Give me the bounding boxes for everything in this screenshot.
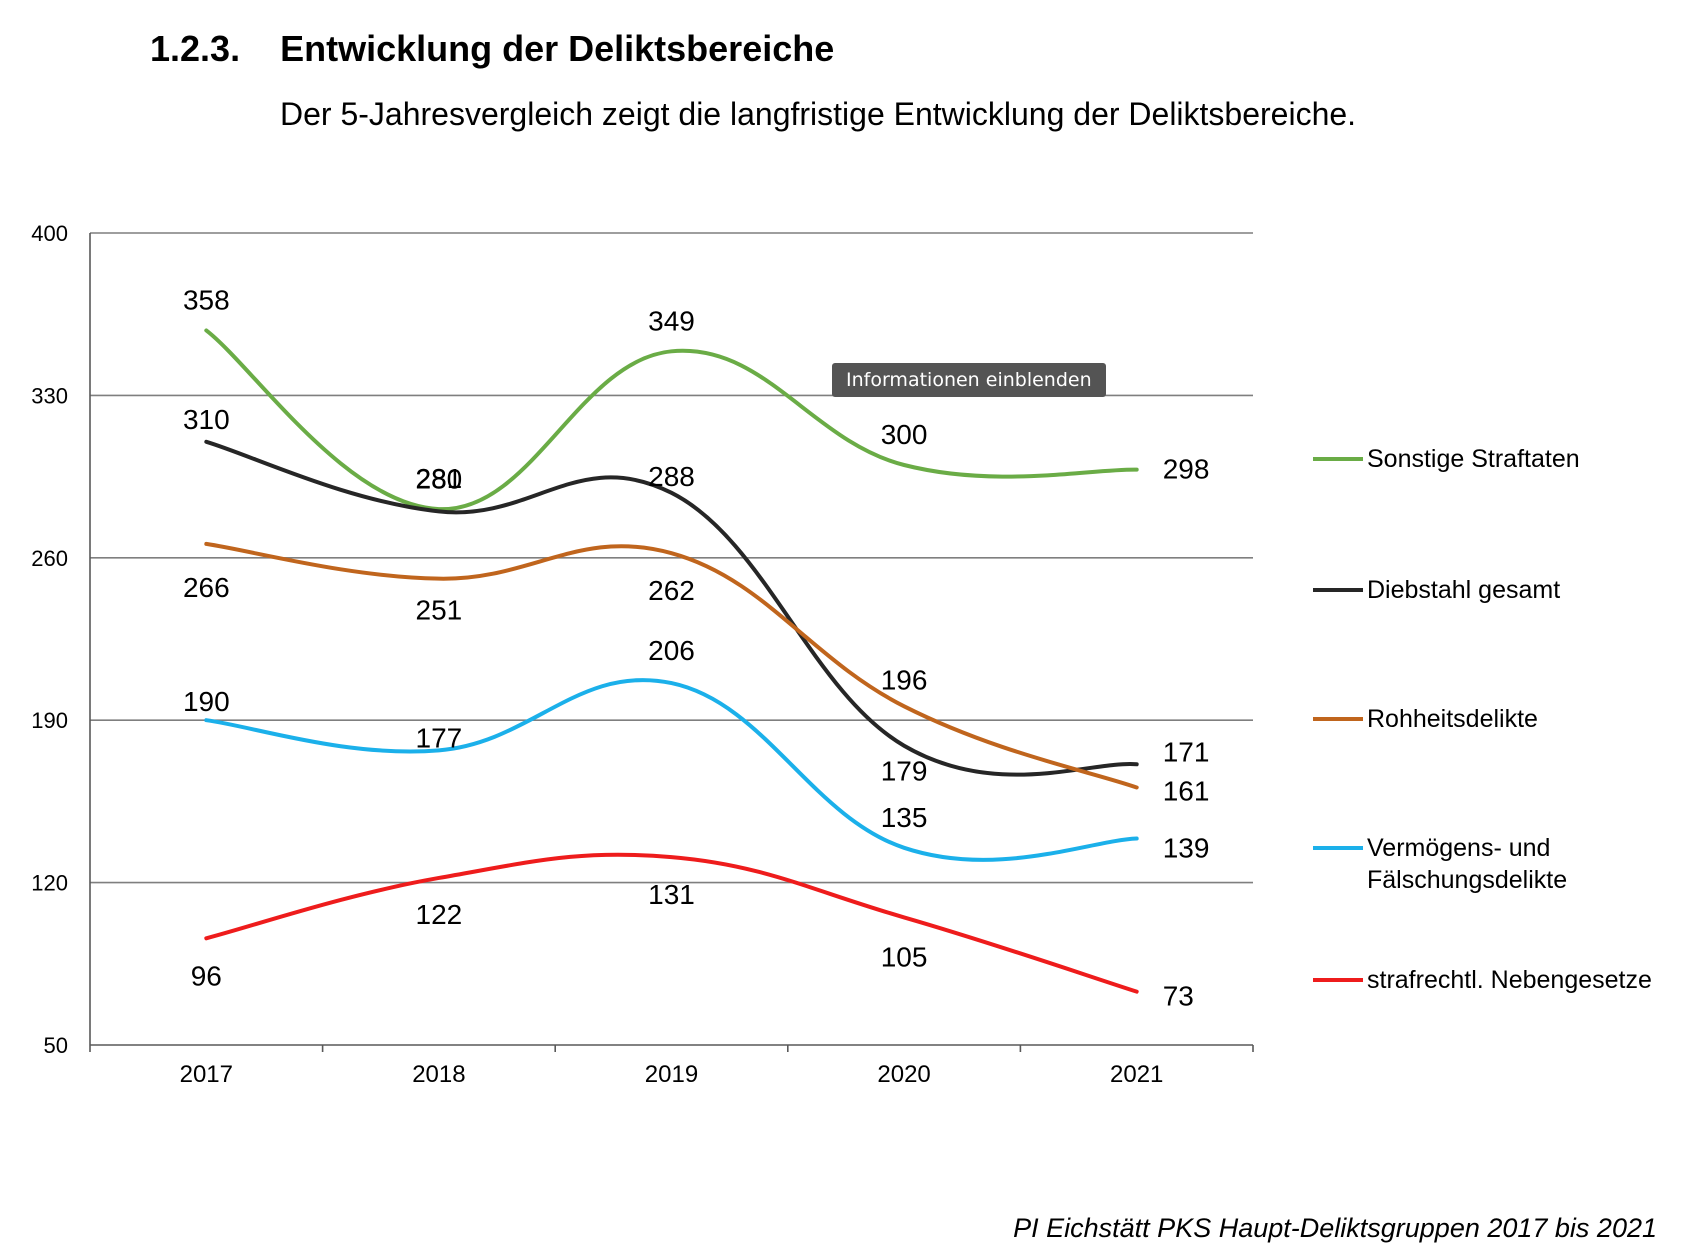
y-tick-label: 400 [31,221,68,246]
x-tick-label: 2021 [1110,1061,1163,1088]
data-label: 262 [648,575,695,606]
data-label: 280 [416,463,463,494]
series-line [204,678,1139,862]
y-tick-label: 190 [31,708,68,733]
section-number: 1.2.3. [150,28,241,69]
x-tick-label: 2018 [412,1061,465,1088]
section-subtitle: Der 5-Jahresvergleich zeigt die langfris… [280,96,1357,132]
data-label: 349 [648,305,695,336]
x-tick-label: 2017 [180,1061,233,1088]
data-label: 171 [1163,736,1210,767]
y-tick-label: 260 [31,546,68,571]
data-label: 300 [881,419,928,450]
data-label: 298 [1163,454,1210,485]
data-label: 310 [183,404,230,435]
data-label: 206 [648,635,695,666]
chart-caption: PI Eichstätt PKS Haupt-Deliktsgruppen 20… [1013,1213,1657,1243]
series-line [204,852,1139,994]
y-tick-label: 50 [44,1033,68,1058]
data-label: 122 [416,899,463,930]
data-label: 190 [183,686,230,717]
data-label: 358 [183,284,230,315]
data-label: 96 [191,960,222,991]
data-label: 196 [881,664,928,695]
data-label: 179 [881,756,928,787]
tooltip: Informationen einblenden [832,363,1106,397]
data-label: 251 [416,595,463,626]
legend-label: Vermögens- und [1367,834,1550,862]
y-tick-label: 330 [31,383,68,408]
legend-label: Sonstige Straftaten [1367,445,1580,473]
data-label: 177 [416,722,463,753]
series-line [204,439,1139,777]
data-label: 161 [1163,775,1210,806]
legend-label: strafrechtl. Nebengesetze [1367,966,1652,994]
x-tick-label: 2020 [877,1061,930,1088]
data-label: 281 [416,463,463,494]
data-label: 131 [648,879,695,910]
data-label: 73 [1163,981,1194,1012]
section-heading: 1.2.3. Entwicklung der Deliktsbereiche [150,28,834,70]
data-label: 266 [183,572,230,603]
series-line [204,328,1139,512]
y-tick-label: 120 [31,871,68,896]
legend-label: Fälschungsdelikte [1367,866,1567,894]
data-label: 288 [648,461,695,492]
section-title: Entwicklung der Deliktsbereiche [280,28,835,69]
legend-label: Rohheitsdelikte [1367,705,1538,733]
x-tick-label: 2019 [645,1061,698,1088]
data-label: 105 [881,941,928,972]
series-line [204,541,1139,790]
data-label: 135 [881,802,928,833]
data-label: 139 [1163,833,1210,864]
legend-label: Diebstahl gesamt [1367,576,1560,604]
